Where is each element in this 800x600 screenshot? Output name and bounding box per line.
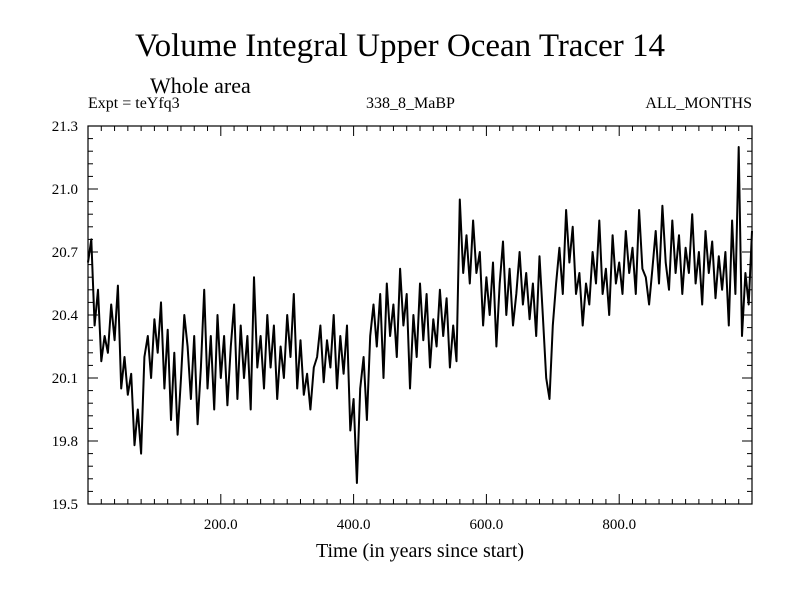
y-tick-label: 20.1 (52, 371, 78, 387)
series-group (87, 146, 753, 484)
axis-ticks (88, 126, 752, 504)
x-tick-label: 800.0 (602, 517, 636, 533)
chart-subtitle: Whole area (150, 73, 251, 98)
x-tick-label: 200.0 (204, 517, 238, 533)
axis-tick-labels: 200.0 400.0 600.0 800.0 19.5 19.8 20.1 20.4 20.7… (52, 119, 636, 533)
x-tick-label: 400.0 (337, 517, 371, 533)
y-tick-label: 20.4 (52, 308, 79, 324)
y-tick-label: 21.0 (52, 182, 78, 198)
y-tick-label: 19.8 (52, 434, 78, 450)
chart-title: Volume Integral Upper Ocean Tracer 14 (135, 28, 665, 64)
run-id-label: 338_8_MaBP (366, 95, 455, 112)
x-tick-label: 600.0 (470, 517, 504, 533)
y-tick-label: 19.5 (52, 497, 78, 513)
x-axis-label: Time (in years since start) (316, 540, 524, 562)
y-tick-label: 20.7 (52, 245, 79, 261)
series-line (87, 146, 753, 484)
experiment-label: Expt = teYfq3 (88, 95, 180, 112)
months-label: ALL_MONTHS (645, 95, 752, 112)
plot-frame (87, 125, 753, 505)
y-tick-label: 21.3 (52, 119, 78, 135)
